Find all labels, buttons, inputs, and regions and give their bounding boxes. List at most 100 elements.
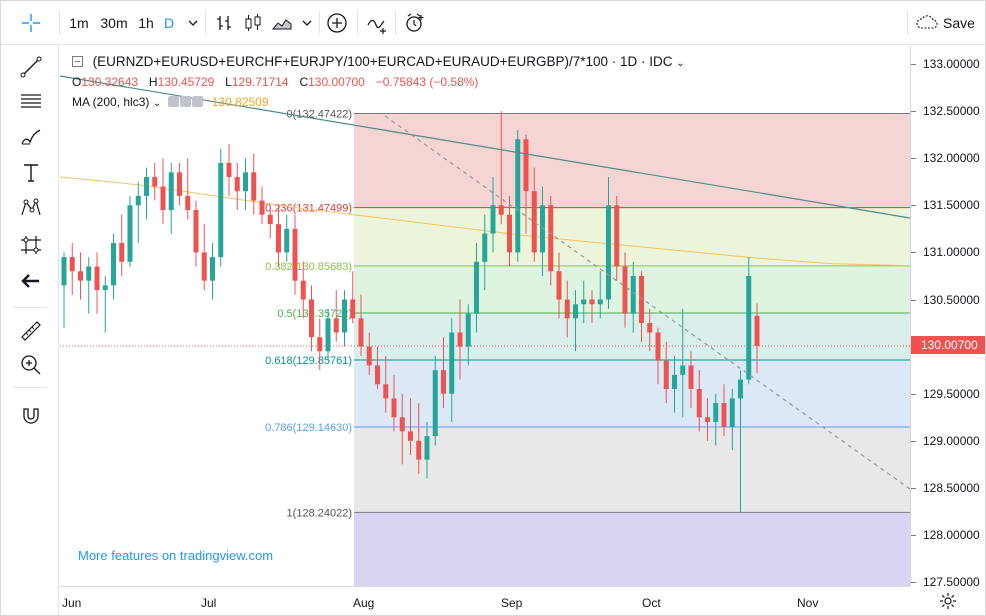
candle-body	[358, 318, 364, 347]
chart-area[interactable]: 0(132.47422) 0.236(131.47499) 0.382(130.85…	[60, 46, 986, 616]
price-axis[interactable]: 133.00000 132.50000 132.00000 131.50000 131.…	[910, 46, 986, 589]
candle-body	[342, 299, 347, 333]
text-tool-icon[interactable]	[17, 159, 45, 187]
horizontal-lines-icon[interactable]	[17, 87, 45, 115]
open-value: 130.32643	[81, 75, 139, 89]
candle-body	[226, 162, 232, 178]
candle-body	[243, 172, 248, 192]
prediction-tool-icon[interactable]	[17, 231, 45, 259]
candle-body	[144, 177, 149, 196]
candle-body	[78, 271, 83, 281]
candle-body	[573, 304, 578, 319]
more-features-link[interactable]: More features on tradingview.com	[78, 548, 274, 563]
candle-body	[375, 365, 380, 385]
chart-type-chevron-icon[interactable]	[295, 11, 319, 35]
candle-body	[474, 261, 479, 314]
alert-clock-icon[interactable]	[403, 11, 427, 35]
compare-symbol-icon[interactable]	[365, 11, 389, 35]
arrow-back-icon[interactable]	[17, 267, 45, 295]
candle-body	[449, 332, 455, 394]
save-button[interactable]: Save	[943, 15, 975, 31]
bars-chart-icon[interactable]	[212, 11, 236, 35]
crosshair-cursor-icon[interactable]	[19, 11, 43, 35]
candle-body	[556, 271, 562, 300]
candle-body	[705, 417, 710, 422]
interval-1h-button[interactable]: 1h	[138, 15, 154, 31]
symbol-chevron-icon[interactable]: ⌄	[676, 58, 685, 69]
interval-30m-button[interactable]: 30m	[100, 15, 128, 31]
time-axis[interactable]: Jun Jul Aug Sep Oct Nov	[60, 586, 910, 616]
candle-body	[639, 275, 644, 324]
candles-chart-icon[interactable]	[241, 11, 265, 35]
interval-1m-button[interactable]: 1m	[69, 15, 89, 31]
ma-indicator-row[interactable]: MA (200, hlc3) ⌄ 130.82509	[72, 92, 685, 112]
trend-line-icon[interactable]	[17, 53, 45, 81]
time-axis-label: Aug	[353, 596, 375, 610]
candle-body	[606, 205, 611, 300]
last-price-label: 130.00700	[911, 336, 985, 354]
cloud-save-icon[interactable]	[915, 11, 939, 35]
candle-body	[589, 299, 595, 305]
candle-body	[350, 299, 356, 319]
fib-zone-extension	[354, 512, 910, 586]
candle-body	[383, 384, 389, 399]
chart-legend: (EURNZD+EURUSD+EURCHF+EURJPY/100+EURCAD+…	[72, 52, 685, 112]
price-axis-label: 132.50000	[923, 104, 980, 119]
candle-body	[259, 200, 265, 215]
candle-body	[614, 205, 620, 267]
pattern-tool-icon[interactable]	[17, 195, 45, 223]
candle-body	[746, 275, 752, 380]
low-value: 129.71714	[231, 75, 289, 89]
candle-body	[193, 210, 199, 253]
candle-body	[210, 257, 215, 281]
candle-body	[622, 266, 628, 314]
zoom-in-icon[interactable]	[17, 351, 45, 379]
price-axis-label: 131.50000	[923, 198, 980, 213]
candle-body	[482, 233, 488, 262]
candle-body	[548, 205, 554, 272]
candle-body	[276, 224, 281, 253]
candle-body	[408, 431, 413, 441]
price-axis-label: 132.00000	[923, 151, 980, 166]
candle-body	[507, 214, 512, 253]
candle-body	[69, 257, 75, 272]
candle-body	[399, 417, 405, 432]
candle-body	[597, 299, 603, 305]
candle-body	[218, 162, 224, 258]
interval-d-button[interactable]: D	[163, 15, 175, 31]
candle-body	[523, 139, 529, 192]
candle-body	[317, 337, 323, 352]
price-chart[interactable]: 0(132.47422)0.236(131.47499)0.382(130.85…	[60, 46, 910, 586]
candle-body	[721, 403, 727, 427]
candle-body	[292, 228, 298, 281]
candle-body	[696, 388, 702, 418]
candle-body	[564, 299, 570, 319]
candle-body	[457, 332, 463, 347]
candle-body	[267, 214, 273, 225]
close-value: 130.00700	[308, 75, 365, 89]
candle-body	[647, 323, 653, 333]
candle-body	[177, 172, 182, 196]
candle-body	[309, 299, 314, 338]
ruler-icon[interactable]	[17, 317, 45, 345]
candle-body	[688, 365, 694, 389]
candle-body	[333, 318, 339, 333]
candle-body	[201, 252, 207, 281]
symbol-title[interactable]: (EURNZD+EURUSD+EURCHF+EURJPY/100+EURCAD+…	[92, 54, 673, 69]
chevron-down-icon[interactable]	[181, 11, 205, 35]
candle-body	[366, 346, 372, 366]
candle-body	[441, 370, 446, 394]
area-chart-icon[interactable]	[270, 11, 294, 35]
magnet-icon[interactable]	[17, 401, 45, 429]
add-indicator-icon[interactable]	[325, 11, 349, 35]
collapse-legend-icon[interactable]	[72, 56, 83, 67]
price-axis-label: 130.50000	[923, 292, 980, 307]
brush-icon[interactable]	[17, 123, 45, 151]
fib-level-label: 0.618(129.85761)	[265, 355, 352, 367]
fib-zone	[354, 113, 910, 208]
candle-body	[754, 315, 760, 346]
ma-settings-icons[interactable]	[168, 92, 204, 112]
gear-icon[interactable]	[938, 591, 958, 611]
ma-chevron-icon: ⌄	[152, 98, 162, 109]
